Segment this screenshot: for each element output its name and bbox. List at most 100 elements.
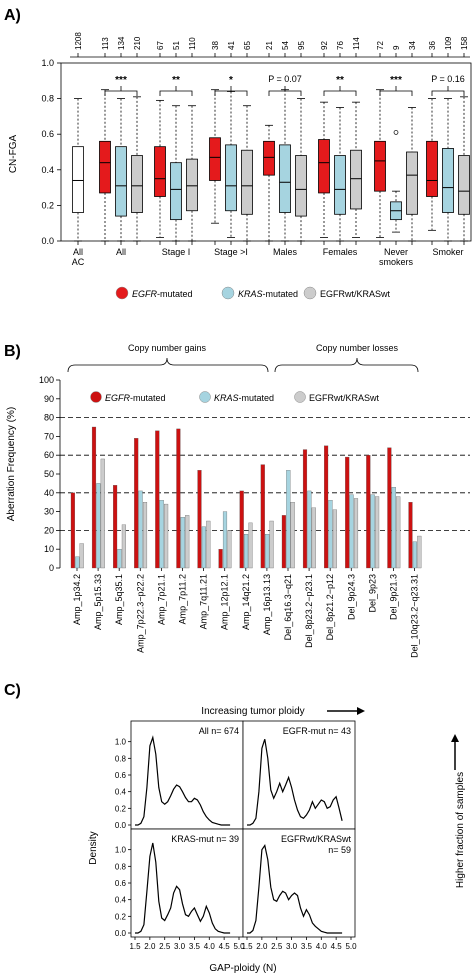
box — [406, 107, 418, 242]
panel-c-ylabel: Density — [88, 831, 99, 864]
x-tick-label: 2.5 — [271, 942, 283, 951]
bar — [180, 517, 185, 569]
bar — [100, 458, 105, 569]
bar — [96, 483, 101, 569]
legend-swatch — [90, 391, 102, 403]
box-body — [406, 151, 418, 215]
density-curve — [135, 735, 231, 826]
box — [99, 89, 111, 242]
bar — [79, 543, 84, 569]
x-tick-label: Amp_12p12.1 — [220, 574, 230, 630]
x-group-label: smokers — [379, 257, 414, 267]
bar — [366, 455, 371, 569]
box-body — [295, 155, 307, 217]
sig-bracket — [379, 86, 413, 96]
bar — [307, 490, 312, 569]
sig-bracket — [104, 86, 138, 96]
legend-swatch — [199, 391, 211, 403]
bar — [121, 524, 126, 569]
top-count-label: 76 — [336, 41, 345, 50]
x-tick-label: Amp_5q35.1 — [114, 574, 124, 625]
right-arrow-label: Higher fraction of samples — [455, 772, 466, 888]
legend-label: KRAS-mutated — [214, 393, 274, 403]
x-tick-label: 4.0 — [316, 942, 328, 951]
bar — [328, 500, 333, 569]
bar — [142, 502, 148, 569]
legend-swatch — [115, 286, 129, 300]
top-count-label: 34 — [408, 41, 417, 50]
box — [186, 105, 198, 242]
x-group-label: All — [73, 247, 83, 257]
x-tick-label: Del_9p23 — [367, 574, 377, 613]
top-count-label: 1208 — [74, 32, 83, 50]
box — [115, 98, 127, 242]
y-tick-label: 0.0 — [41, 236, 54, 246]
top-count-label: 38 — [211, 41, 220, 50]
x-tick-label: Amp_7q11.21 — [199, 574, 209, 629]
legend-label: EGFRwt/KRASwt — [309, 393, 380, 403]
y-tick-label: 30 — [44, 507, 54, 517]
sig-bracket — [214, 86, 248, 96]
top-count-label: 114 — [352, 37, 361, 50]
y-tick-label: 50 — [44, 469, 54, 479]
y-tick-label: 0.4 — [115, 788, 127, 797]
x-tick-label: 5.0 — [345, 942, 357, 951]
y-tick-label: 0.0 — [115, 821, 127, 830]
x-tick-label: 2.0 — [256, 942, 268, 951]
subplot: EGFR-mut n= 43 — [242, 720, 356, 830]
sig-label: ** — [172, 75, 180, 86]
y-tick-label: 0 — [49, 563, 54, 573]
bar — [311, 507, 316, 569]
x-tick-label: Del_8p23.2−p23.1 — [304, 574, 314, 648]
legend-label: EGFRwt/KRASwt — [320, 289, 391, 299]
x-tick-label: Del_9p21.3 — [389, 574, 399, 620]
legend-label: KRAS-mutated — [238, 289, 298, 299]
box — [170, 105, 182, 242]
y-tick-label: 0.8 — [41, 94, 54, 104]
bar — [70, 492, 75, 569]
losses-label: Copy number losses — [316, 343, 399, 353]
y-tick-label: 0.6 — [41, 129, 54, 139]
x-group-label: AC — [72, 257, 85, 267]
sig-bracket — [431, 86, 465, 96]
legend-swatch — [294, 391, 306, 403]
bar — [302, 449, 308, 569]
top-count-label: 54 — [281, 41, 290, 50]
bar — [375, 496, 380, 569]
subplot-title: n= 59 — [328, 845, 351, 855]
box-body — [115, 146, 127, 217]
subplot-title: All n= 674 — [199, 726, 239, 736]
top-count-label: 113 — [101, 37, 110, 50]
bar — [281, 515, 286, 569]
top-count-label: 21 — [265, 41, 274, 50]
subplot: All n= 674 0.0 0.2 0.4 0.6 0.8 1.0 — [115, 720, 244, 830]
box-body — [225, 144, 237, 212]
bar — [345, 456, 350, 569]
top-count-label: 210 — [133, 36, 142, 50]
x-tick-label: Del_8p21.2−p12 — [325, 574, 335, 640]
x-tick-label: Amp_5p15.33 — [93, 574, 103, 630]
box — [390, 130, 402, 233]
density-curve — [247, 844, 343, 934]
top-count-label: 109 — [444, 36, 453, 50]
top-count-label: 158 — [460, 36, 469, 50]
y-tick-label: 0.8 — [115, 754, 127, 763]
x-group-label: Females — [323, 247, 358, 257]
top-count-label: 51 — [172, 41, 181, 50]
box — [241, 105, 253, 242]
bar — [353, 498, 359, 569]
top-count-label: 95 — [297, 41, 306, 50]
panel-a-legend: EGFR-mutated KRAS-mutated EGFRwt/KRASwt — [115, 286, 391, 300]
box — [72, 98, 84, 242]
box — [131, 96, 143, 242]
x-tick-label: 3.0 — [174, 942, 186, 951]
y-tick-label: 0.2 — [115, 912, 127, 921]
sig-label: P = 0.07 — [268, 74, 302, 84]
legend-label: EGFR-mutated — [132, 289, 193, 299]
panel-c-xlabel: GAP-ploidy (N) — [209, 963, 276, 974]
box — [442, 98, 454, 242]
y-tick-label: 0.0 — [115, 929, 127, 938]
box — [350, 101, 362, 238]
box-body — [263, 140, 275, 176]
y-tick-label: 60 — [44, 450, 54, 460]
